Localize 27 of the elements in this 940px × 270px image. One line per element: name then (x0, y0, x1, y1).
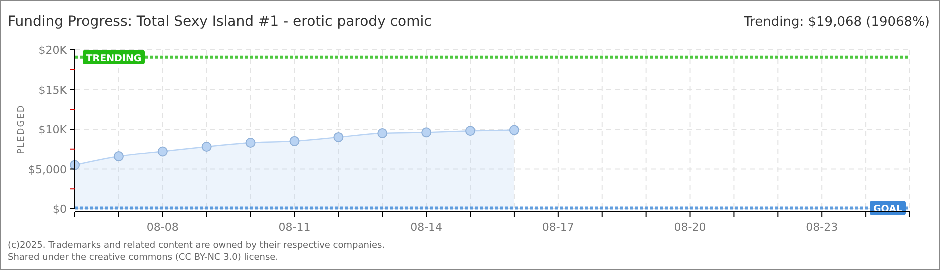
point (246, 138, 256, 148)
y-axis-title: PLEDGED (17, 104, 27, 154)
point (422, 128, 432, 138)
x-tick-label: 08-14 (410, 221, 443, 234)
point (466, 126, 476, 136)
point (114, 152, 124, 162)
point (158, 146, 168, 157)
x-tick-label: 08-08 (146, 221, 179, 234)
ref-line-label: TRENDING (86, 53, 142, 64)
point (378, 128, 388, 138)
y-tick-label: $15K (38, 84, 68, 97)
x-tick-label: 08-23 (806, 221, 838, 234)
y-tick-label: $0 (53, 203, 67, 216)
y-tick-label: $5,000 (28, 163, 67, 176)
text: (c)2025. Trademarks and related content are owned by their respective companies. (8, 241, 386, 251)
point (290, 136, 300, 146)
x-tick-label: 08-17 (542, 221, 574, 234)
chart-title: Funding Progress: Total Sexy Island #1 - erotic parody comic (8, 14, 432, 30)
text: Shared under the creative commons (CC BY-NC 3.0) license. (8, 253, 279, 263)
y-tick-label: $10K (38, 124, 68, 136)
point (334, 132, 344, 142)
x-tick-label: 08-11 (278, 221, 311, 234)
x-tick-label: 08-20 (674, 221, 706, 234)
point (202, 142, 212, 152)
chart-subtitle: Trending: $19,068 (19068%) (743, 15, 930, 30)
point (509, 125, 520, 136)
y-tick-label: $20K (38, 44, 68, 57)
